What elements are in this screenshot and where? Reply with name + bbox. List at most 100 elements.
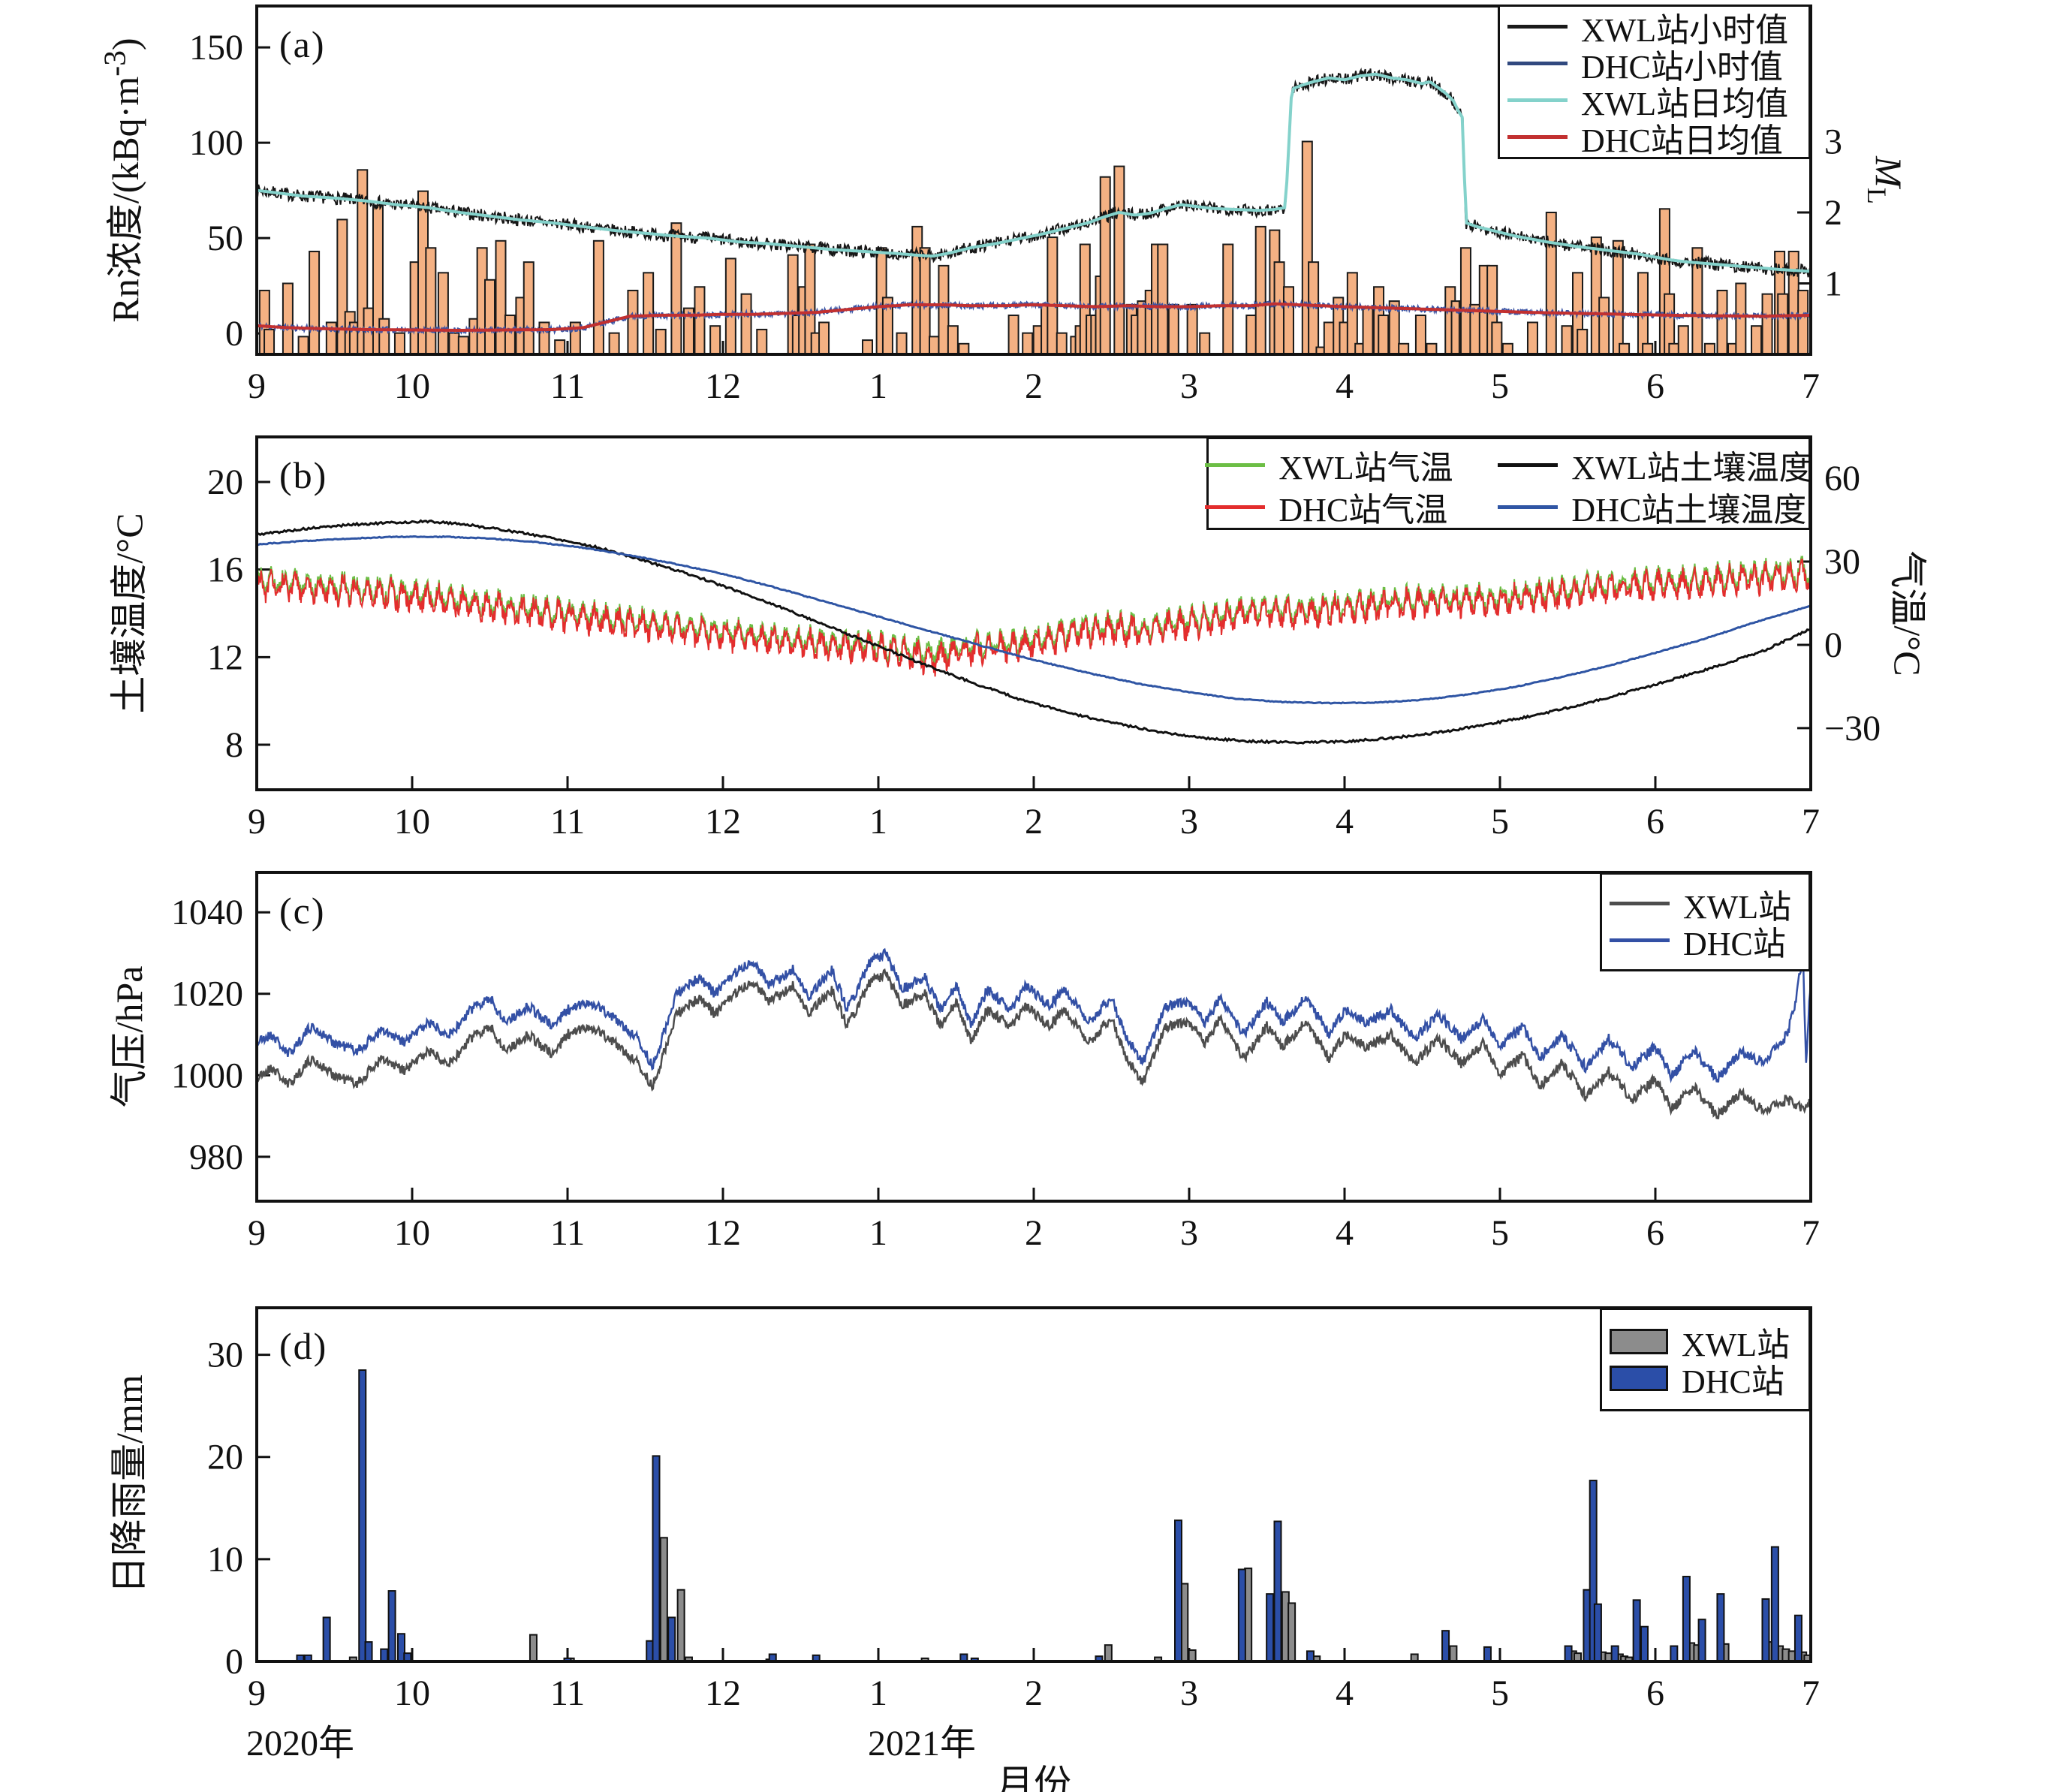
svg-text:1: 1: [869, 1673, 887, 1713]
svg-text:3: 3: [1180, 366, 1198, 406]
svg-text:5: 5: [1491, 1213, 1509, 1253]
panel-a-line-DHC站日均值: [257, 302, 1810, 332]
svg-text:1: 1: [1824, 264, 1842, 303]
panel-c-tag: (c): [279, 890, 326, 932]
svg-text:3: 3: [1824, 122, 1842, 161]
year-label-2020: 2020年: [245, 1724, 355, 1763]
svg-text:7: 7: [1802, 1213, 1820, 1253]
dhc-pressure-line-swatch: [1610, 938, 1670, 942]
svg-text:6: 6: [1646, 1673, 1664, 1713]
dhc-rain-swatch: [1610, 1365, 1668, 1391]
svg-text:12: 12: [705, 1213, 741, 1253]
panel-d-left-axis-title: 日降雨量/mm: [108, 1375, 150, 1594]
legend-label: DHC站日均值: [1581, 122, 1783, 159]
legend-label: DHC站: [1682, 1363, 1784, 1400]
svg-text:9: 9: [248, 366, 266, 406]
panel-d-tag: (d): [279, 1325, 328, 1367]
legend-label: DHC站气温: [1278, 492, 1448, 529]
panel-b-line-DHC站土壤温度: [257, 535, 1810, 705]
legend-item: XWL站: [1610, 1323, 1801, 1363]
xwl-soiltemp-line-swatch: [1498, 462, 1559, 467]
svg-text:50: 50: [207, 218, 243, 258]
panel-a-legend: XWL站小时值 DHC站小时值 XWL站日均值 DHC站日均值: [1498, 5, 1811, 159]
svg-text:2: 2: [1025, 366, 1043, 406]
svg-text:20: 20: [207, 1438, 243, 1477]
panel-d-bars-DHC站: [296, 1369, 1802, 1661]
svg-text:3: 3: [1180, 1673, 1198, 1713]
svg-text:100: 100: [189, 123, 243, 163]
svg-text:6: 6: [1646, 366, 1664, 406]
svg-text:7: 7: [1802, 1673, 1820, 1713]
svg-text:5: 5: [1491, 366, 1509, 406]
panel-c-series: [257, 947, 1810, 1119]
svg-text:−30: −30: [1824, 709, 1881, 748]
panel-c-left-axis-title: 气压/hPa: [108, 965, 150, 1108]
svg-text:1040: 1040: [171, 893, 243, 932]
dhc-daily-line-swatch: [1507, 135, 1568, 139]
svg-text:10: 10: [394, 1673, 430, 1713]
panel-a-frame: [255, 5, 1812, 356]
svg-text:2: 2: [1025, 1213, 1043, 1253]
panel-a-series: [257, 67, 1810, 354]
panel-a-tag: (a): [279, 23, 326, 65]
svg-text:2: 2: [1025, 1673, 1043, 1713]
xwl-daily-line-swatch: [1507, 98, 1568, 102]
legend-item: XWL站: [1610, 885, 1801, 926]
x-axis-title: 月份: [996, 1763, 1071, 1792]
legend-label: XWL站: [1683, 888, 1792, 926]
svg-text:10: 10: [394, 1213, 430, 1253]
svg-text:11: 11: [550, 1213, 585, 1253]
svg-text:10: 10: [394, 366, 430, 406]
svg-text:12: 12: [705, 1673, 741, 1713]
svg-text:9: 9: [248, 802, 266, 842]
svg-text:1020: 1020: [171, 974, 243, 1014]
panel-b-frame: [255, 435, 1812, 791]
svg-text:16: 16: [207, 550, 243, 590]
svg-text:3: 3: [1180, 1213, 1198, 1253]
svg-text:0: 0: [225, 314, 243, 354]
panel-b-left-axis-title: 土壤温度/°C: [108, 513, 150, 714]
legend-label: XWL站日均值: [1581, 85, 1789, 122]
legend-item: DHC站土壤温度: [1498, 486, 1812, 529]
svg-text:2: 2: [1824, 193, 1842, 233]
xwl-rain-swatch: [1610, 1328, 1668, 1354]
legend-item: DHC站气温: [1205, 486, 1498, 529]
panel-c-legend: XWL站 DHC站: [1600, 872, 1811, 971]
dhc-airtemp-line-swatch: [1205, 504, 1266, 509]
svg-text:0: 0: [1824, 625, 1842, 665]
svg-text:1000: 1000: [171, 1056, 243, 1095]
svg-text:12: 12: [705, 802, 741, 842]
svg-text:6: 6: [1646, 802, 1664, 842]
svg-text:12: 12: [705, 366, 741, 406]
year-label-2021: 2021年: [867, 1724, 977, 1763]
svg-text:0: 0: [225, 1642, 243, 1682]
svg-text:12: 12: [207, 637, 243, 677]
svg-text:8: 8: [225, 725, 243, 765]
svg-text:11: 11: [550, 366, 585, 406]
legend-item: XWL站土壤温度: [1498, 444, 1812, 486]
legend-label: XWL站小时值: [1581, 11, 1789, 49]
legend-label: XWL站: [1682, 1326, 1790, 1363]
legend-item: XWL站日均值: [1507, 82, 1801, 122]
legend-item: DHC站: [1610, 1360, 1801, 1400]
legend-label: XWL站气温: [1278, 450, 1453, 486]
dhc-soiltemp-line-swatch: [1498, 504, 1559, 509]
panel-c-line-DHC站: [257, 947, 1810, 1084]
svg-text:4: 4: [1336, 366, 1354, 406]
svg-text:11: 11: [550, 1673, 585, 1713]
svg-text:30: 30: [1824, 542, 1860, 582]
svg-text:150: 150: [189, 28, 243, 68]
panel-c-frame: [255, 871, 1812, 1203]
panel-b-series: [257, 519, 1810, 745]
panel-b-legend: XWL站气温 XWL站土壤温度 DHC站气温 DHC站土壤温度: [1205, 437, 1812, 530]
svg-text:5: 5: [1491, 1673, 1509, 1713]
xwl-pressure-line-swatch: [1610, 902, 1670, 905]
svg-text:7: 7: [1802, 366, 1820, 406]
svg-text:30: 30: [207, 1336, 243, 1375]
legend-label: DHC站: [1683, 925, 1786, 962]
svg-text:10: 10: [207, 1540, 243, 1580]
